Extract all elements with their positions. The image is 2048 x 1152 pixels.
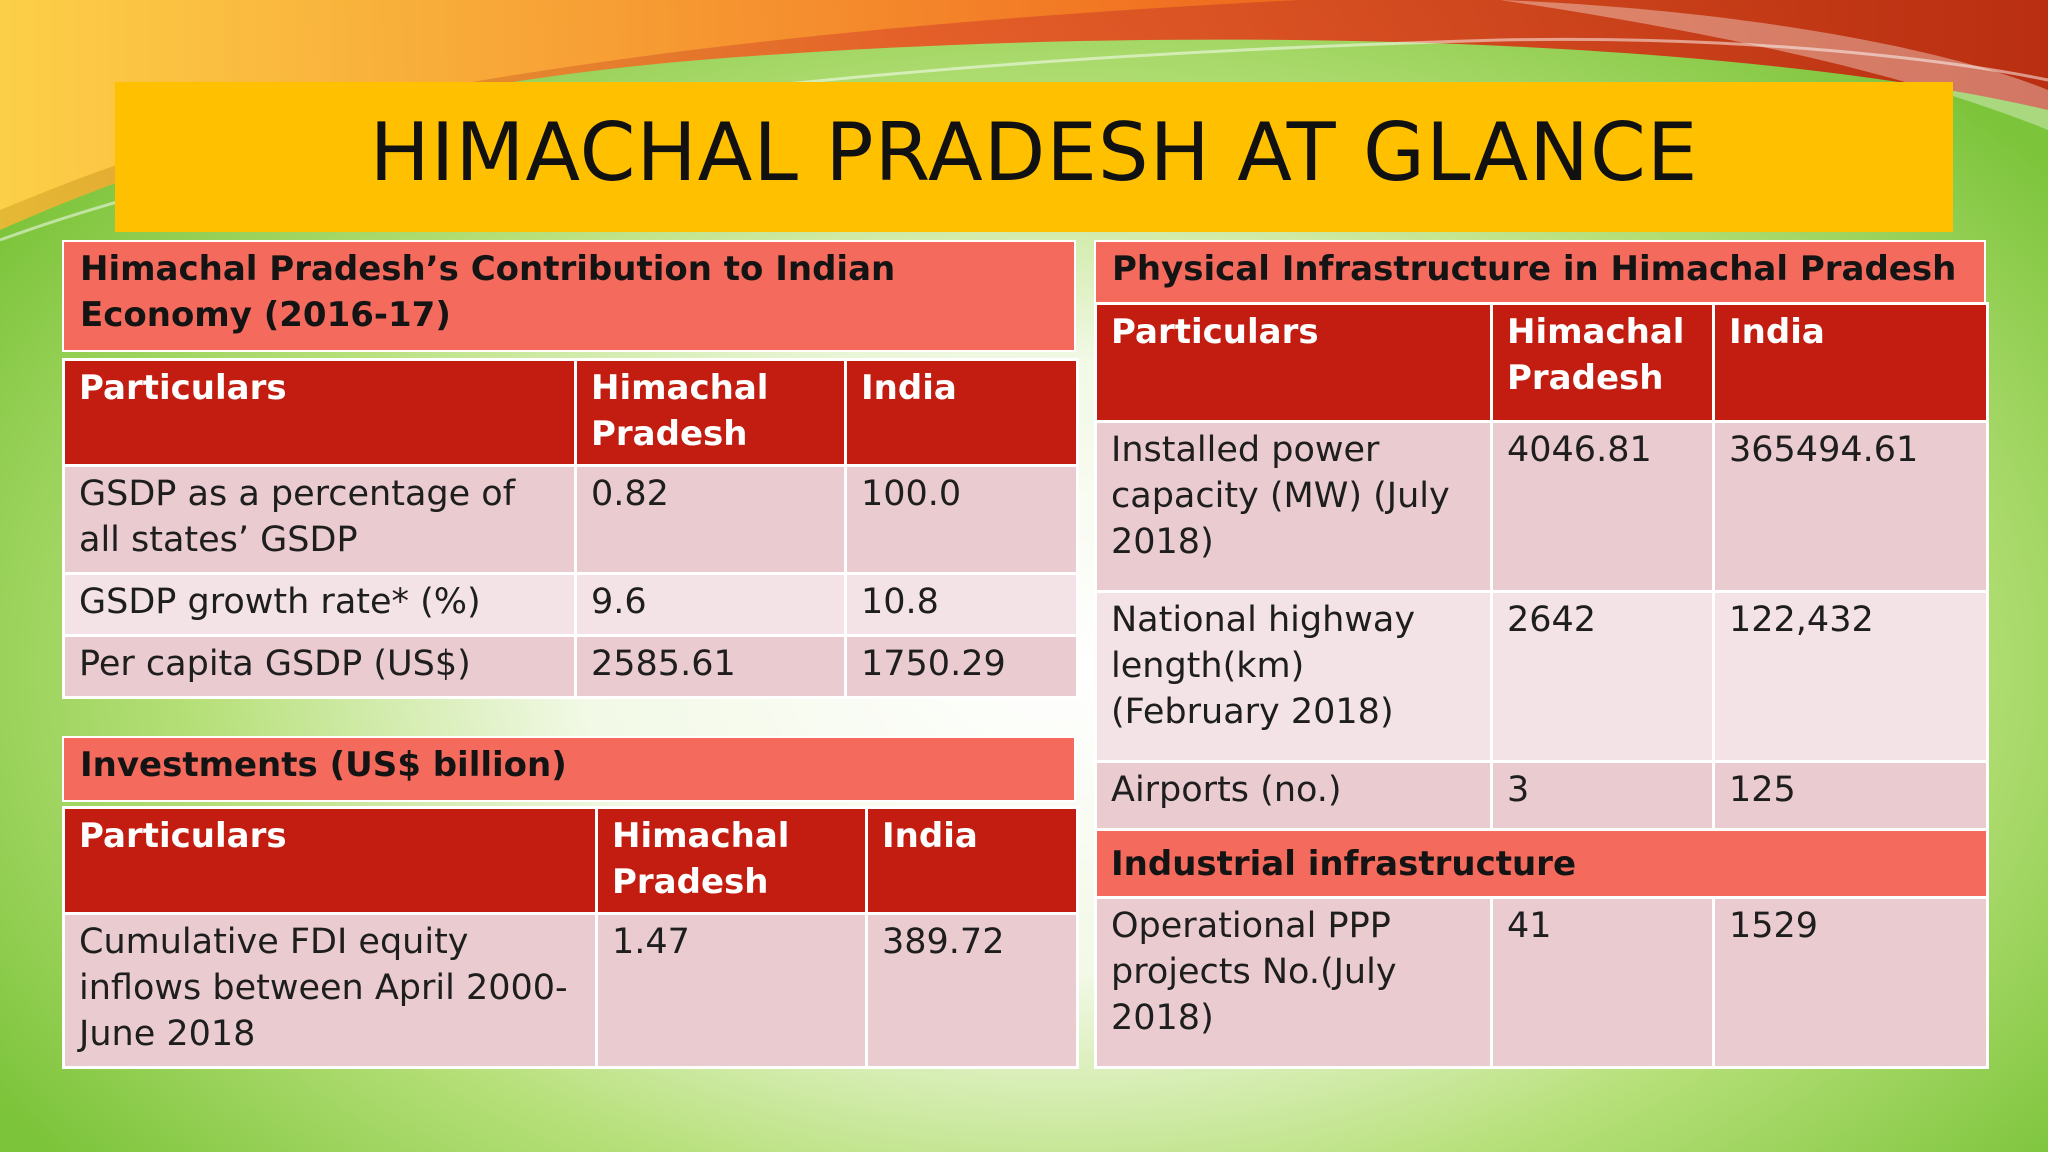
- table-cell: 1750.29: [844, 634, 1079, 699]
- infrastructure-table-wrap: Particulars Himachal Pradesh India Insta…: [1094, 302, 1989, 1069]
- investments-table-wrap: Particulars Himachal Pradesh India Cumul…: [62, 806, 1079, 1069]
- column-header: India: [1712, 302, 1989, 423]
- industrial-heading: Industrial infrastructure: [1094, 828, 1989, 899]
- table-cell: 1.47: [595, 912, 868, 1069]
- column-header: Particulars: [62, 358, 577, 467]
- column-header: Himachal Pradesh: [1490, 302, 1715, 423]
- table-row: National highway length(km) (February 20…: [1094, 590, 1989, 763]
- table-cell: GSDP as a percentage of all states’ GSDP: [62, 464, 577, 575]
- table-cell: 125: [1712, 760, 1989, 831]
- table-cell: 0.82: [574, 464, 847, 575]
- infrastructure-table: Particulars Himachal Pradesh India Insta…: [1094, 302, 1989, 1069]
- table-cell: 3: [1490, 760, 1715, 831]
- table-cell: 9.6: [574, 572, 847, 637]
- column-header: India: [844, 358, 1079, 467]
- table-row: GSDP as a percentage of all states’ GSDP…: [62, 464, 1079, 575]
- table-row: Airports (no.) 3 125: [1094, 760, 1989, 831]
- table-row: Operational PPP projects No.(July 2018) …: [1094, 896, 1989, 1069]
- table-cell: 2642: [1490, 590, 1715, 763]
- table-cell: National highway length(km) (February 20…: [1094, 590, 1493, 763]
- table-cell: Installed power capacity (MW) (July 2018…: [1094, 420, 1493, 593]
- column-header: Himachal Pradesh: [574, 358, 847, 467]
- table-row: Per capita GSDP (US$) 2585.61 1750.29: [62, 634, 1079, 699]
- table-cell: 2585.61: [574, 634, 847, 699]
- infrastructure-section: Physical Infrastructure in Himachal Prad…: [1094, 240, 1986, 306]
- table-row: Installed power capacity (MW) (July 2018…: [1094, 420, 1989, 593]
- table-cell: 4046.81: [1490, 420, 1715, 593]
- column-header: India: [865, 806, 1079, 915]
- investments-section: Investments (US$ billion): [62, 736, 1076, 802]
- title-bar: HIMACHAL PRADESH AT GLANCE: [115, 82, 1953, 232]
- table-cell: Cumulative FDI equity inflows between Ap…: [62, 912, 598, 1069]
- column-header: Particulars: [62, 806, 598, 915]
- contribution-section: Himachal Pradesh’s Contribution to India…: [62, 240, 1076, 352]
- contribution-table-wrap: Particulars Himachal Pradesh India GSDP …: [62, 358, 1079, 699]
- infrastructure-heading: Physical Infrastructure in Himachal Prad…: [1094, 240, 1986, 306]
- table-cell: Operational PPP projects No.(July 2018): [1094, 896, 1493, 1069]
- table-cell: 1529: [1712, 896, 1989, 1069]
- table-cell: 122,432: [1712, 590, 1989, 763]
- column-header: Particulars: [1094, 302, 1493, 423]
- table-row: Cumulative FDI equity inflows between Ap…: [62, 912, 1079, 1069]
- table-cell: GSDP growth rate* (%): [62, 572, 577, 637]
- table-cell: 365494.61: [1712, 420, 1989, 593]
- table-cell: 389.72: [865, 912, 1079, 1069]
- column-header: Himachal Pradesh: [595, 806, 868, 915]
- page-title: HIMACHAL PRADESH AT GLANCE: [369, 105, 1699, 199]
- contribution-table: Particulars Himachal Pradesh India GSDP …: [62, 358, 1079, 699]
- table-row: GSDP growth rate* (%) 9.6 10.8: [62, 572, 1079, 637]
- contribution-heading: Himachal Pradesh’s Contribution to India…: [62, 240, 1076, 352]
- table-cell: 100.0: [844, 464, 1079, 575]
- investments-heading: Investments (US$ billion): [62, 736, 1076, 802]
- industrial-heading-row: Industrial infrastructure: [1094, 828, 1989, 899]
- table-cell: Per capita GSDP (US$): [62, 634, 577, 699]
- table-cell: 41: [1490, 896, 1715, 1069]
- table-cell: 10.8: [844, 572, 1079, 637]
- table-cell: Airports (no.): [1094, 760, 1493, 831]
- investments-table: Particulars Himachal Pradesh India Cumul…: [62, 806, 1079, 1069]
